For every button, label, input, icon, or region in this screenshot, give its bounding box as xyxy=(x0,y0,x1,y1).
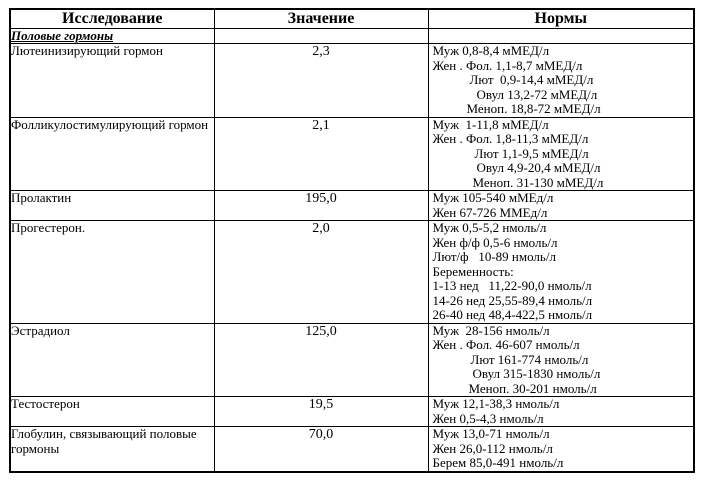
test-value: 195,0 xyxy=(213,190,429,221)
norm-line: Овул 4,9-20,4 мМЕД/л xyxy=(476,160,601,175)
test-name: Эстрадиол xyxy=(9,322,215,397)
table-body: Половые гормоны Лютеинизирующий гормон 2,… xyxy=(9,28,695,472)
norm-line: Берем 85,0-491 нмоль/л xyxy=(432,455,564,470)
table-row: Лютеинизирующий гормон 2,3 Муж 0,8-8,4 мМЕ… xyxy=(9,43,695,118)
test-value: 19,5 xyxy=(213,396,429,427)
column-header-value: Значение xyxy=(213,8,429,29)
test-name: Тестостерон xyxy=(9,396,215,427)
test-value: 2,3 xyxy=(213,43,429,118)
table-row: Тестостерон 19,5 Муж 12,1-38,3 нмоль/л Жен … xyxy=(9,396,695,427)
table-row: Фолликулостимулирующий гормон 2,1 Муж 1-11… xyxy=(9,116,695,191)
test-name: Пролактин xyxy=(9,190,215,221)
norm-line: Лют 1,1-9,5 мМЕД/л xyxy=(474,145,589,161)
test-value: 2,0 xyxy=(213,220,429,324)
norm-line: Беременность: xyxy=(432,263,514,279)
test-norms: Муж 13,0-71 нмоль/л Жен 26,0-112 нмоль/л Б… xyxy=(427,426,695,472)
table-row: Пролактин 195,0 Муж 105-540 мМЕд/л Жен 67-7… xyxy=(9,190,695,221)
norm-line: 14-26 нед 25,55-89,4 нмоль/л xyxy=(432,292,593,308)
section-title: Половые гормоны xyxy=(9,28,215,44)
test-name: Глобулин, связывающий половые гормоны xyxy=(9,426,215,472)
test-name: Лютеинизирующий гормон xyxy=(9,43,215,118)
test-norms: Муж 1-11,8 мМЕД/л Жен . Фол. 1,8-11,3 мМЕ… xyxy=(427,116,695,191)
test-name: Фолликулостимулирующий гормон xyxy=(9,116,215,191)
norm-line: Муж 28-156 нмоль/л xyxy=(432,322,550,338)
column-header-study: Исследование xyxy=(9,8,215,29)
norm-line: 26-40 нед 48,4-422,5 нмоль/л xyxy=(432,307,593,322)
norm-line: Меноп. 30-201 нмоль/л xyxy=(468,380,597,396)
norm-line: Жен ф/ф 0,5-6 нмоль/л xyxy=(432,234,558,250)
norm-line: Жен . Фол. 1,8-11,3 мМЕД/л xyxy=(432,131,589,146)
section-empty-value-cell xyxy=(213,28,429,44)
norm-line: Овул 13,2-72 мМЕД/л xyxy=(476,86,598,102)
norm-line: Муж 12,1-38,3 нмоль/л xyxy=(432,396,560,411)
norm-line: Жен . Фол. 46-607 нмоль/л xyxy=(432,337,580,352)
section-empty-norms-cell xyxy=(427,28,695,44)
test-norms: Муж 105-540 мМЕд/л Жен 67-726 ММЕд/л xyxy=(427,190,695,221)
norm-line: Муж 13,0-71 нмоль/л xyxy=(432,426,550,441)
norm-line: Муж 105-540 мМЕд/л xyxy=(432,190,554,205)
test-name: Прогестерон. xyxy=(9,220,215,324)
norm-line: Муж 0,5-5,2 нмоль/л xyxy=(432,220,547,235)
norm-line: Меноп. 31-130 мМЕД/л xyxy=(472,174,604,190)
table-row: Глобулин, связывающий половые гормоны 70,… xyxy=(9,426,695,472)
test-norms: Муж 0,8-8,4 мМЕД/л Жен . Фол. 1,1-8,7 мМЕ… xyxy=(427,43,695,118)
test-value: 125,0 xyxy=(213,322,429,397)
test-norms: Муж 0,5-5,2 нмоль/л Жен ф/ф 0,5-6 нмоль/л… xyxy=(427,220,695,324)
test-norms: Муж 12,1-38,3 нмоль/л Жен 0,5-4,3 нмоль/л xyxy=(427,396,695,427)
test-value: 2,1 xyxy=(213,116,429,191)
norm-line: Муж 0,8-8,4 мМЕД/л xyxy=(432,43,550,58)
norm-line: Овул 315-1830 нмоль/л xyxy=(472,366,601,381)
table-header-row: Исследование Значение Нормы xyxy=(9,8,695,29)
test-norms: Муж 28-156 нмоль/л Жен . Фол. 46-607 нмол… xyxy=(427,322,695,397)
norm-line: 1-13 нед 11,22-90,0 нмоль/л xyxy=(432,278,592,293)
norm-line: Жен 26,0-112 нмоль/л xyxy=(432,440,553,456)
norm-line: Жен 67-726 ММЕд/л xyxy=(432,204,548,220)
norm-line: Муж 1-11,8 мМЕД/л xyxy=(432,116,549,132)
hormone-results-table: Исследование Значение Нормы Половые горм… xyxy=(9,8,695,473)
norm-line: Лют 0,9-14,4 мМЕД/л xyxy=(469,72,594,87)
test-value: 70,0 xyxy=(213,426,429,472)
norm-line: Жен 0,5-4,3 нмоль/л xyxy=(432,410,544,426)
table-row: Эстрадиол 125,0 Муж 28-156 нмоль/л Жен . Фо… xyxy=(9,322,695,397)
table-row: Прогестерон. 2,0 Муж 0,5-5,2 нмоль/л Жен ф/… xyxy=(9,220,695,324)
norm-line: Жен . Фол. 1,1-8,7 мМЕД/л xyxy=(432,57,583,73)
norm-line: Лют/ф 10-89 нмоль/л xyxy=(432,249,556,264)
norm-line: Лют 161-774 нмоль/л xyxy=(470,351,589,367)
section-row: Половые гормоны xyxy=(9,28,695,44)
column-header-norms: Нормы xyxy=(427,8,695,29)
norm-line: Меноп. 18,8-72 мМЕД/л xyxy=(466,101,601,116)
